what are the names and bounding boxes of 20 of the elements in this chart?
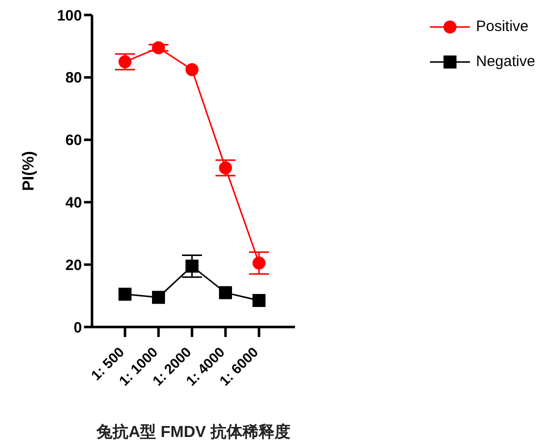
point [252, 294, 266, 307]
point [186, 260, 198, 273]
point [219, 286, 232, 300]
point [152, 41, 165, 54]
y-tick-label: 100 [56, 7, 82, 24]
y-tick-label: 80 [65, 70, 82, 87]
point [252, 256, 266, 270]
point [186, 63, 198, 76]
point [152, 290, 165, 304]
legend-label: Positive [476, 18, 529, 35]
point [118, 288, 132, 301]
x-axis-title: 兔抗A型 FMDV 抗体稀释度 [96, 422, 290, 441]
legend-label: Negative [476, 53, 536, 70]
y-tick-label: 20 [65, 256, 82, 274]
y-axis-title: PI(%) [20, 151, 38, 191]
y-tick-label: 40 [65, 194, 82, 212]
point [219, 161, 232, 174]
y-tick-label: 0 [74, 319, 82, 336]
y-tick-label: 60 [65, 132, 82, 150]
point [118, 55, 132, 68]
